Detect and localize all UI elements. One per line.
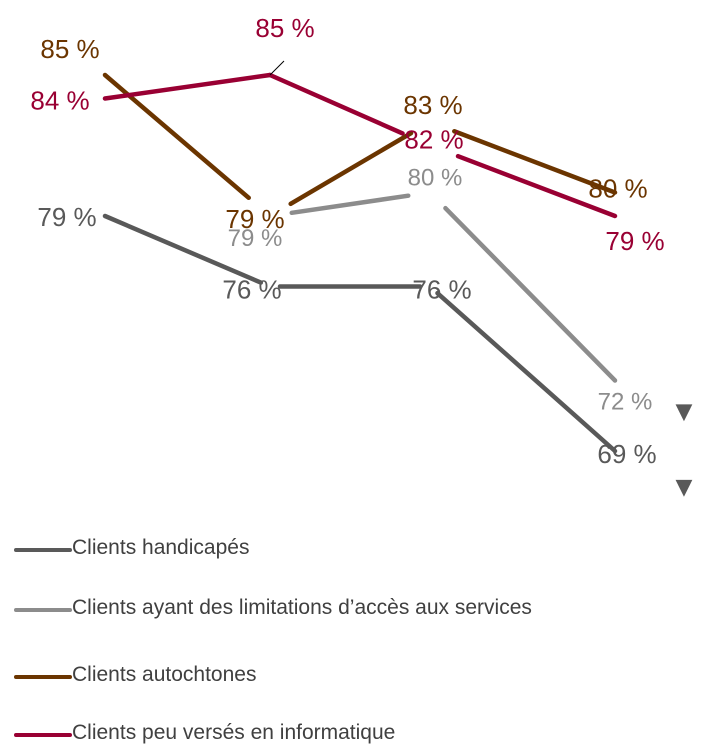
decrease-marker-icon: ▼ xyxy=(676,400,693,425)
series-1-segment xyxy=(443,205,618,383)
legend-label: Clients peu versés en informatique xyxy=(72,721,396,744)
series-2-segment xyxy=(452,129,618,195)
data-label: 79 % xyxy=(228,225,283,252)
data-label: 85 % xyxy=(255,13,314,43)
legend-swatch xyxy=(14,548,72,552)
data-label: 72 % xyxy=(598,389,653,416)
data-label: 79 % xyxy=(225,204,284,234)
data-label: 76 % xyxy=(222,275,281,305)
data-label: 83 % xyxy=(403,90,462,120)
legend-swatch xyxy=(14,675,72,679)
legend-label: Clients handicapés xyxy=(72,536,250,559)
series-2-segment xyxy=(288,130,414,207)
legend-swatch xyxy=(14,733,72,737)
data-label: 69 % xyxy=(597,439,656,469)
data-label: 80 % xyxy=(588,174,647,204)
data-label: 80 % xyxy=(408,165,463,192)
legend-swatch xyxy=(14,608,72,612)
legend-label: Clients autochtones xyxy=(72,663,257,686)
legend-label: Clients ayant des limitations d’accès au… xyxy=(72,596,532,619)
legend-item: Clients ayant des limitations d’accès au… xyxy=(14,596,532,620)
decrease-marker-icon: ▼ xyxy=(676,475,693,500)
legend-item: Clients handicapés xyxy=(14,536,249,560)
series-0-segment xyxy=(435,290,618,454)
data-label: 85 % xyxy=(40,34,99,64)
data-label: 76 % xyxy=(412,275,471,305)
series-0-segment xyxy=(102,213,264,285)
data-label: 84 % xyxy=(30,86,89,116)
series-1-segment xyxy=(289,193,411,216)
data-label: 79 % xyxy=(605,226,664,256)
line-chart: 79 % 76 % 76 % 69 % 79 % 80 % 72 % 85 % 79 % 83 %… xyxy=(30,13,693,500)
data-label: 82 % xyxy=(404,125,463,155)
series-3-segment xyxy=(455,153,618,219)
series-3-segment xyxy=(267,72,405,136)
data-label: 79 % xyxy=(37,202,96,232)
label-leader-line xyxy=(269,60,285,76)
legend-item: Clients autochtones xyxy=(14,663,256,687)
series-3-segment xyxy=(102,72,273,101)
legend-item: Clients peu versés en informatique xyxy=(14,721,395,745)
